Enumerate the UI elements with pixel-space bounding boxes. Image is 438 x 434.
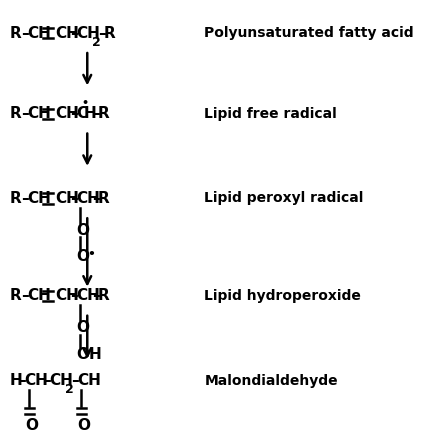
Text: R: R: [98, 288, 110, 303]
Text: R: R: [104, 26, 116, 41]
Text: R: R: [98, 191, 110, 206]
Text: –: –: [21, 106, 28, 121]
Text: O: O: [78, 418, 91, 433]
Text: CH: CH: [27, 191, 51, 206]
Text: Polyunsaturated fatty acid: Polyunsaturated fatty acid: [205, 26, 414, 40]
Text: O: O: [76, 223, 89, 238]
Text: CH: CH: [27, 106, 51, 121]
Text: –: –: [43, 373, 51, 388]
Text: 2: 2: [65, 384, 74, 396]
Text: CH: CH: [77, 26, 100, 41]
Text: –: –: [70, 106, 78, 121]
Text: H: H: [10, 373, 23, 388]
Text: –: –: [92, 288, 100, 303]
Text: –: –: [70, 26, 78, 41]
Text: –: –: [70, 288, 78, 303]
Text: •: •: [82, 98, 89, 108]
Text: R: R: [98, 106, 110, 121]
Text: Lipid peroxyl radical: Lipid peroxyl radical: [205, 191, 364, 205]
Text: O: O: [76, 320, 89, 335]
Text: CH: CH: [77, 373, 101, 388]
Text: R: R: [10, 106, 21, 121]
Text: –: –: [18, 373, 26, 388]
Text: Lipid hydroperoxide: Lipid hydroperoxide: [205, 289, 361, 303]
Text: –: –: [21, 191, 28, 206]
Text: –: –: [70, 191, 78, 206]
Text: H: H: [83, 106, 96, 121]
Text: –: –: [92, 191, 100, 206]
Text: CH: CH: [25, 373, 49, 388]
Text: Lipid free radical: Lipid free radical: [205, 107, 337, 121]
Text: •: •: [87, 248, 95, 261]
Text: –: –: [21, 288, 28, 303]
Text: CH: CH: [49, 373, 73, 388]
Text: CH: CH: [55, 26, 79, 41]
Text: CH: CH: [55, 106, 79, 121]
Text: –: –: [71, 373, 78, 388]
Text: CH: CH: [55, 288, 79, 303]
Text: O: O: [76, 250, 89, 264]
Text: CH: CH: [77, 191, 100, 206]
Text: CH: CH: [27, 288, 51, 303]
Text: O: O: [25, 418, 39, 433]
Text: C: C: [77, 106, 88, 121]
Text: CH: CH: [77, 288, 100, 303]
Text: –: –: [21, 26, 28, 41]
Text: OH: OH: [76, 347, 102, 362]
Text: 2: 2: [92, 36, 101, 49]
Text: Malondialdehyde: Malondialdehyde: [205, 374, 338, 388]
Text: CH: CH: [27, 26, 51, 41]
Text: R: R: [10, 191, 21, 206]
Text: R: R: [10, 26, 21, 41]
Text: –: –: [98, 26, 106, 41]
Text: R: R: [10, 288, 21, 303]
Text: CH: CH: [55, 191, 79, 206]
Text: –: –: [92, 106, 100, 121]
